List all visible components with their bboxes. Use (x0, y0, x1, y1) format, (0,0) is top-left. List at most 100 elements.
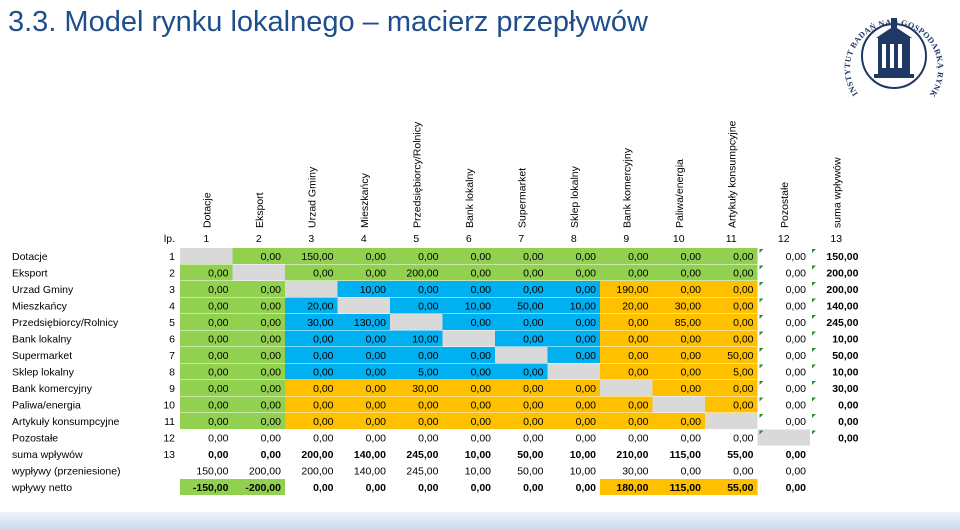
row-number-1: 1 (169, 251, 175, 263)
matrix-cell-bg (495, 314, 548, 330)
matrix-cell-bg (232, 330, 285, 347)
matrix-cell: 0,00 (418, 350, 439, 362)
matrix-cell-bg (495, 330, 548, 347)
matrix-cell-bg (600, 297, 653, 314)
matrix-cell: 0,00 (523, 251, 544, 263)
matrix-cell-bg (390, 330, 443, 347)
matrix-cell-bg (442, 264, 495, 281)
matrix-cell-bg (705, 297, 758, 314)
matrix-cell-bg (442, 314, 495, 330)
matrix-cell-bg (285, 281, 338, 297)
column-number-3: 3 (308, 233, 314, 245)
matrix-cell-bg (390, 281, 443, 297)
column-number-7: 7 (518, 233, 524, 245)
cell-marker (759, 364, 764, 369)
matrix-cell: 10,00 (832, 367, 858, 379)
row-number-9: 9 (169, 383, 175, 395)
cell-marker (812, 265, 816, 270)
net-cell-bg (652, 479, 705, 495)
matrix-cell-bg (232, 396, 285, 413)
matrix-cell: 20,00 (307, 301, 333, 313)
row-number-4: 4 (169, 301, 175, 313)
matrix-cell-bg (285, 380, 338, 396)
column-number-13: 13 (830, 233, 842, 245)
matrix-cell-bg (442, 347, 495, 363)
matrix-cell: 0,00 (313, 383, 334, 395)
matrix-cell: 0,00 (208, 433, 229, 445)
summary-cell: 50,00 (517, 466, 543, 478)
matrix-cell: 0,00 (576, 317, 597, 329)
column-header-3: Urzad Gminy (306, 166, 318, 228)
summary-cell: 0,00 (523, 482, 544, 494)
matrix-cell: 0,00 (628, 433, 649, 445)
matrix-cell: 20,00 (622, 301, 648, 313)
matrix-cell: 0,00 (838, 400, 859, 412)
matrix-cell: 0,00 (628, 251, 649, 263)
matrix-cell: 0,00 (786, 383, 807, 395)
row-number-7: 7 (169, 350, 175, 362)
matrix-cell-bg (442, 297, 495, 314)
matrix-cell-bg (285, 314, 338, 330)
matrix-cell-bg (232, 264, 285, 281)
matrix-cell: 0,00 (261, 350, 282, 362)
matrix-cell: 0,00 (523, 334, 544, 346)
matrix-cell-bg (390, 413, 443, 429)
matrix-cell: 0,00 (366, 251, 387, 263)
matrix-cell: 0,00 (471, 416, 492, 428)
cell-marker (812, 282, 816, 286)
matrix-cell: 0,00 (786, 400, 807, 412)
matrix-cell-bg (180, 347, 233, 363)
matrix-cell-bg (547, 380, 600, 396)
matrix-cell-bg (442, 281, 495, 297)
cell-marker (759, 430, 764, 435)
column-header-2: Eksport (254, 192, 266, 228)
matrix-cell: 0,00 (786, 301, 807, 313)
matrix-cell: 0,00 (471, 251, 492, 263)
matrix-cell-bg (232, 297, 285, 314)
institute-logo: INSTYTUT BADAŃ NAD GOSPODARKĄ RYNKOWĄ (838, 4, 945, 99)
matrix-cell-bg (495, 363, 548, 380)
matrix-cell-bg (547, 248, 600, 264)
summary-cell: -200,00 (245, 482, 281, 494)
matrix-cell: 0,00 (523, 400, 544, 412)
matrix-cell: 0,00 (261, 383, 282, 395)
matrix-cell-bg (337, 297, 390, 314)
matrix-cell: 0,00 (261, 251, 282, 263)
matrix-cell: 0,00 (681, 251, 702, 263)
matrix-cell-bg (600, 248, 653, 264)
matrix-cell: 200,00 (826, 284, 858, 296)
matrix-cell-bg (180, 413, 233, 429)
column-number-1: 1 (203, 233, 209, 245)
matrix-cell: 30,00 (307, 317, 333, 329)
matrix-cell-bg (547, 264, 600, 281)
matrix-cell: 0,00 (366, 350, 387, 362)
column-header-13: suma wpływów (831, 157, 843, 228)
matrix-cell: 30,00 (832, 383, 858, 395)
matrix-cell-bg (442, 248, 495, 264)
matrix-cell-bg (547, 314, 600, 330)
matrix-cell: 0,00 (208, 284, 229, 296)
summary-cell: 0,00 (471, 482, 492, 494)
column-header-8: Sklep lokalny (569, 165, 581, 228)
row-label-1: Dotacje (12, 251, 48, 263)
matrix-cell: 0,00 (733, 433, 754, 445)
matrix-cell-bg (390, 297, 443, 314)
matrix-cell-bg (495, 297, 548, 314)
matrix-cell: 0,00 (471, 433, 492, 445)
matrix-cell-bg (232, 314, 285, 330)
cell-marker (812, 331, 816, 336)
cell-marker (759, 381, 764, 385)
matrix-cell: 0,00 (261, 317, 282, 329)
matrix-cell-bg (652, 281, 705, 297)
matrix-cell: 0,00 (471, 350, 492, 362)
matrix-cell: 0,00 (523, 416, 544, 428)
matrix-cell-bg (705, 380, 758, 396)
cell-marker (759, 282, 764, 286)
slide-title: 3.3. Model rynku lokalnego – macierz prz… (8, 6, 648, 38)
summary-cell: 140,00 (354, 466, 386, 478)
cell-marker (759, 298, 764, 303)
matrix-cell: 0,00 (261, 416, 282, 428)
matrix-cell-bg (705, 347, 758, 363)
column-header-12: Pozostałe (779, 182, 791, 228)
cell-marker (812, 348, 816, 352)
